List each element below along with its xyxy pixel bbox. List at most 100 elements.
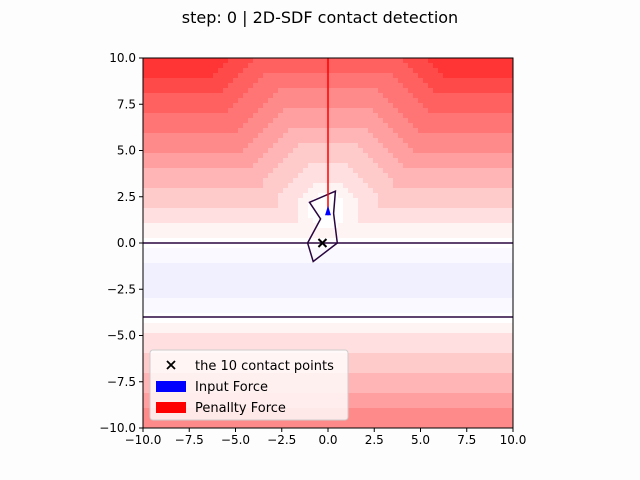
sdf-contour-cell	[393, 98, 399, 104]
sdf-contour-cell	[253, 293, 259, 299]
sdf-contour-cell	[258, 248, 264, 254]
sdf-contour-cell	[378, 198, 384, 204]
sdf-contour-cell	[398, 208, 404, 214]
sdf-contour-cell	[263, 423, 269, 428]
sdf-contour-cell	[458, 243, 464, 249]
sdf-contour-cell	[393, 163, 399, 169]
sdf-contour-cell	[413, 63, 419, 69]
sdf-contour-cell	[273, 58, 279, 64]
sdf-contour-cell	[358, 288, 364, 294]
sdf-contour-cell	[368, 388, 374, 394]
sdf-contour-cell	[308, 158, 314, 164]
sdf-contour-cell	[333, 308, 339, 314]
sdf-contour-cell	[258, 303, 264, 309]
sdf-contour-cell	[468, 63, 474, 69]
sdf-contour-cell	[148, 268, 154, 274]
sdf-contour-cell	[233, 318, 239, 324]
sdf-contour-cell	[308, 163, 314, 169]
sdf-contour-cell	[308, 113, 314, 119]
sdf-contour-cell	[438, 263, 444, 269]
sdf-contour-cell	[283, 208, 289, 214]
sdf-contour-cell	[288, 78, 294, 84]
sdf-contour-cell	[158, 123, 164, 129]
sdf-contour-cell	[303, 148, 309, 154]
sdf-contour-cell	[348, 278, 354, 284]
sdf-contour-cell	[393, 268, 399, 274]
sdf-contour-cell	[383, 373, 389, 379]
sdf-contour-cell	[413, 88, 419, 94]
sdf-contour-cell	[438, 238, 444, 244]
sdf-contour-cell	[473, 363, 479, 369]
sdf-contour-cell	[248, 58, 254, 64]
sdf-contour-cell	[233, 198, 239, 204]
sdf-contour-cell	[373, 378, 379, 384]
sdf-contour-cell	[463, 263, 469, 269]
sdf-contour-cell	[468, 173, 474, 179]
sdf-contour-cell	[183, 58, 189, 64]
sdf-contour-cell	[203, 238, 209, 244]
sdf-contour-cell	[263, 118, 269, 124]
sdf-contour-cell	[228, 58, 234, 64]
sdf-contour-cell	[393, 308, 399, 314]
sdf-contour-cell	[363, 228, 369, 234]
sdf-contour-cell	[463, 413, 469, 419]
sdf-contour-cell	[178, 343, 184, 349]
sdf-contour-cell	[313, 98, 319, 104]
sdf-contour-cell	[473, 268, 479, 274]
sdf-contour-cell	[278, 228, 284, 234]
sdf-contour-cell	[273, 423, 279, 428]
sdf-contour-cell	[238, 223, 244, 229]
sdf-contour-cell	[273, 123, 279, 129]
sdf-contour-cell	[233, 163, 239, 169]
sdf-contour-cell	[453, 398, 459, 404]
sdf-contour-cell	[148, 213, 154, 219]
sdf-contour-cell	[458, 338, 464, 344]
sdf-contour-cell	[183, 333, 189, 339]
sdf-contour-cell	[198, 418, 204, 424]
sdf-contour-cell	[263, 68, 269, 74]
sdf-contour-cell	[258, 238, 264, 244]
sdf-contour-cell	[378, 103, 384, 109]
sdf-contour-cell	[453, 113, 459, 119]
sdf-contour-cell	[358, 93, 364, 99]
sdf-contour-cell	[393, 288, 399, 294]
sdf-contour-cell	[368, 68, 374, 74]
sdf-contour-cell	[243, 78, 249, 84]
sdf-contour-cell	[213, 123, 219, 129]
sdf-contour-cell	[463, 98, 469, 104]
sdf-contour-cell	[258, 283, 264, 289]
sdf-contour-cell	[443, 133, 449, 139]
sdf-contour-cell	[203, 173, 209, 179]
sdf-contour-cell	[408, 408, 414, 414]
sdf-contour-cell	[393, 213, 399, 219]
sdf-contour-cell	[238, 288, 244, 294]
sdf-contour-cell	[268, 203, 274, 209]
sdf-contour-cell	[308, 328, 314, 334]
sdf-contour-cell	[408, 353, 414, 359]
sdf-contour-cell	[363, 418, 369, 424]
sdf-contour-cell	[228, 313, 234, 319]
sdf-contour-cell	[293, 78, 299, 84]
sdf-contour-cell	[238, 323, 244, 329]
sdf-contour-cell	[223, 423, 229, 428]
sdf-contour-cell	[333, 108, 339, 114]
sdf-contour-cell	[373, 133, 379, 139]
sdf-contour-cell	[338, 253, 344, 259]
sdf-contour-cell	[403, 363, 409, 369]
sdf-contour-cell	[268, 328, 274, 334]
sdf-contour-cell	[338, 223, 344, 229]
sdf-contour-cell	[193, 143, 199, 149]
sdf-contour-cell	[328, 88, 334, 94]
sdf-contour-cell	[178, 133, 184, 139]
sdf-contour-cell	[433, 413, 439, 419]
sdf-contour-cell	[223, 258, 229, 264]
sdf-contour-cell	[408, 278, 414, 284]
sdf-contour-cell	[453, 353, 459, 359]
sdf-contour-cell	[248, 138, 254, 144]
sdf-contour-cell	[438, 338, 444, 344]
sdf-contour-cell	[473, 178, 479, 184]
sdf-contour-cell	[268, 73, 274, 79]
sdf-contour-cell	[453, 233, 459, 239]
sdf-contour-cell	[408, 293, 414, 299]
sdf-contour-cell	[228, 113, 234, 119]
